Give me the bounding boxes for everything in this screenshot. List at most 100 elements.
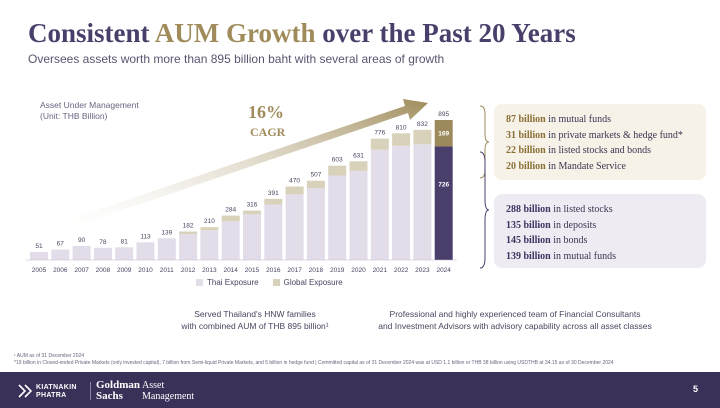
- bar-thai-2008: [93, 247, 112, 260]
- tick-label-2010: 2010: [138, 267, 153, 274]
- total-label-2005: 51: [35, 243, 43, 250]
- total-label-2010: 113: [140, 233, 151, 240]
- kkp-mark-icon: [18, 384, 32, 398]
- brace-thai: [479, 151, 490, 269]
- bar-global-2024: [434, 120, 453, 147]
- total-label-2016: 391: [268, 190, 279, 197]
- total-label-2015: 316: [247, 202, 258, 209]
- tick-label-2016: 2016: [266, 267, 281, 274]
- bar-thai-2019: [328, 175, 347, 260]
- cagr-value: 16%: [248, 102, 284, 122]
- bar-global-2018: [306, 180, 325, 189]
- bar-thai-2021: [370, 149, 389, 260]
- footer-bar: [0, 372, 720, 408]
- legend-item-global: Global Exposure: [272, 278, 343, 287]
- bar-global-2022: [392, 133, 411, 146]
- thai-item: 135 billion in deposits: [506, 219, 597, 231]
- tick-label-2024: 2024: [436, 267, 451, 274]
- tick-label-2018: 2018: [309, 267, 324, 274]
- global-item: 20 billion in Mandate Service: [506, 160, 626, 172]
- total-label-2024: 895: [438, 111, 449, 118]
- total-label-2020: 631: [353, 152, 364, 159]
- chart-unit-label: Asset Under Management (Unit: THB Billio…: [40, 100, 139, 121]
- total-label-2007: 90: [78, 237, 86, 244]
- total-label-2021: 776: [374, 130, 385, 137]
- cagr-label: CAGR: [250, 125, 286, 139]
- total-label-2017: 470: [289, 177, 300, 184]
- bar-global-2019: [328, 165, 347, 176]
- bar-thai-2023: [413, 144, 432, 260]
- bar-thai-2018: [306, 188, 325, 260]
- bar-thai-2024: [434, 146, 453, 260]
- tick-label-2023: 2023: [415, 267, 430, 274]
- bar-thai-2020: [349, 170, 368, 260]
- bar-thai-2011: [157, 238, 176, 260]
- bar-global-2013: [200, 227, 219, 231]
- chart-legend: Thai Exposure Global Exposure: [196, 278, 343, 287]
- total-label-2012: 182: [183, 223, 194, 230]
- tick-label-2022: 2022: [394, 267, 409, 274]
- thai-item: 139 billion in mutual funds: [506, 250, 617, 262]
- total-label-2008: 78: [99, 239, 107, 246]
- total-label-2006: 67: [57, 241, 65, 248]
- footnote-2: *19 billion in Closed-ended Private Mark…: [14, 360, 614, 366]
- bar-thai-2022: [392, 145, 411, 260]
- logo-divider: [90, 382, 91, 400]
- legend-swatch-global: [272, 279, 280, 286]
- thai-item: 145 billion in bonds: [506, 235, 588, 246]
- bar-global-2021: [370, 138, 389, 150]
- tick-label-2005: 2005: [32, 267, 47, 274]
- legend-item-thai: Thai Exposure: [196, 278, 259, 287]
- tick-label-2008: 2008: [96, 267, 111, 274]
- bar-global-2017: [285, 186, 304, 195]
- bar-global-2014: [221, 215, 240, 222]
- global-item: 31 billion in private markets & hedge fu…: [506, 129, 683, 141]
- bar-global-2016: [264, 198, 283, 205]
- global-item: 22 billion in listed stocks and bonds: [506, 145, 652, 156]
- bar-thai-2015: [243, 214, 261, 260]
- tick-label-2007: 2007: [74, 267, 89, 274]
- bar-thai-2007: [72, 245, 91, 260]
- total-label-2013: 210: [204, 218, 215, 225]
- bar-thai-2005: [30, 252, 48, 260]
- thai-exposure-breakdown: 288 billion in listed stocks 135 billion…: [494, 194, 706, 268]
- footnote-1: ¹ AUM as of 31 December 2024: [14, 353, 85, 359]
- tick-label-2009: 2009: [117, 267, 132, 274]
- asset-management-logo: Asset Management: [142, 380, 195, 402]
- bar-thai-2014: [221, 221, 240, 260]
- team-note: Professional and highly experienced team…: [378, 309, 652, 331]
- goldman-sachs-logo: Goldman Sachs: [96, 379, 141, 402]
- bar-thai-2006: [51, 249, 70, 260]
- thai-item: 288 billion in listed stocks: [506, 204, 613, 215]
- tick-label-2006: 2006: [53, 267, 68, 274]
- bar-thai-2016: [264, 204, 283, 260]
- segment-label-global-2024: 169: [438, 131, 449, 138]
- bar-thai-2009: [115, 247, 134, 260]
- page-number: 5: [692, 384, 698, 394]
- total-label-2018: 507: [310, 172, 321, 179]
- tick-label-2011: 2011: [160, 267, 174, 274]
- tick-label-2021: 2021: [373, 267, 388, 274]
- tick-label-2012: 2012: [181, 267, 196, 274]
- tick-label-2020: 2020: [351, 267, 366, 274]
- global-item: 87 billion in mutual funds: [506, 114, 612, 125]
- segment-label-thai-2024: 726: [438, 181, 449, 188]
- tick-label-2015: 2015: [245, 267, 260, 274]
- tick-label-2017: 2017: [287, 267, 302, 274]
- served-note: Served Thailand's HNW families with comb…: [181, 309, 329, 331]
- bar-thai-2010: [136, 242, 155, 260]
- tick-label-2019: 2019: [330, 267, 345, 274]
- kiatnakin-phatra-logo: KIATNAKIN PHATRA: [18, 384, 77, 400]
- total-label-2014: 284: [225, 207, 236, 214]
- page-subtitle: Oversees assets worth more than 895 bill…: [28, 52, 445, 66]
- total-label-2022: 810: [396, 124, 407, 131]
- bar-thai-2013: [200, 230, 219, 260]
- bar-global-2012: [179, 231, 198, 235]
- bar-global-2015: [243, 210, 261, 215]
- total-label-2011: 139: [161, 229, 172, 236]
- tick-label-2013: 2013: [202, 267, 217, 274]
- total-label-2023: 832: [417, 121, 428, 128]
- bar-thai-2012: [179, 234, 198, 260]
- tick-label-2014: 2014: [223, 267, 238, 274]
- legend-swatch-thai: [196, 279, 203, 286]
